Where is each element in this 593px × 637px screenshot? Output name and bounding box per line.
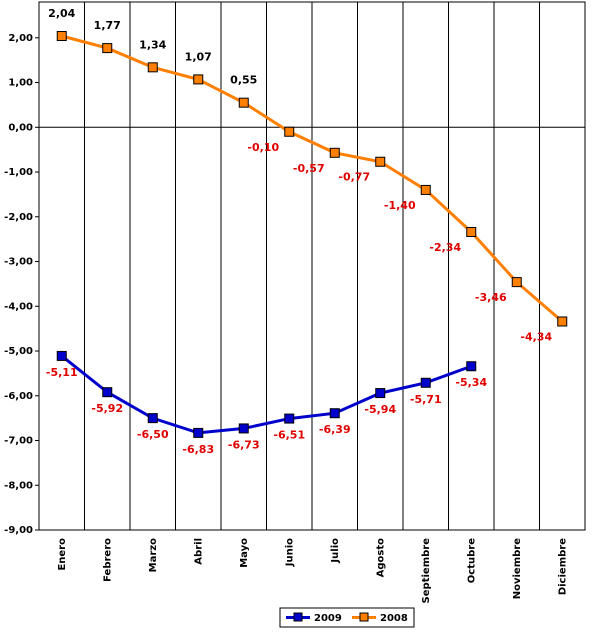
point [284, 126, 295, 137]
series-line [61, 34, 564, 323]
data-label: 1,07 [185, 50, 212, 63]
point [420, 184, 431, 195]
data-label: 1,77 [94, 19, 121, 32]
y-tick-label: -2,00 [4, 212, 33, 223]
x-tick-label: Julio [330, 538, 341, 564]
point [193, 74, 204, 85]
x-tick-label: Enero [57, 538, 68, 571]
legend-label: 2008 [380, 613, 408, 624]
data-label: -6,73 [228, 438, 260, 451]
data-label: -4,34 [520, 330, 552, 343]
data-label: -2,34 [429, 241, 461, 254]
data-label: -6,83 [182, 443, 214, 456]
y-tick-label: -7,00 [4, 436, 33, 447]
x-tick-label: Diciembre [557, 538, 568, 595]
x-tick-label: Marzo [148, 538, 159, 572]
data-label: -6,39 [319, 423, 351, 436]
y-tick-label: -6,00 [4, 391, 33, 402]
x-tick-label: Abril [193, 538, 204, 565]
x-tick-label: Septiembre [421, 538, 432, 604]
point [56, 31, 67, 42]
data-label: -5,94 [364, 403, 396, 416]
data-label: -6,51 [273, 429, 305, 442]
y-tick-label: -3,00 [4, 257, 33, 268]
point [329, 408, 340, 419]
data-label: -5,92 [91, 402, 123, 415]
point [102, 387, 113, 398]
legend-label: 2009 [314, 613, 342, 624]
point [511, 277, 522, 288]
data-label: 1,34 [139, 38, 166, 51]
y-tick-label: 0,00 [8, 122, 33, 133]
series-line [60, 354, 472, 435]
data-label: 0,55 [230, 74, 257, 87]
legend-box [279, 607, 415, 628]
point [102, 43, 113, 54]
y-tick-label: -4,00 [4, 301, 33, 312]
point [193, 427, 204, 438]
point [420, 377, 431, 388]
data-label: -6,50 [137, 428, 169, 441]
x-tick-label: Agosto [375, 538, 386, 578]
point [466, 361, 477, 372]
y-tick-label: -1,00 [4, 167, 33, 178]
point [147, 413, 158, 424]
plot-border [38, 1, 586, 531]
data-label: -0,77 [338, 171, 370, 184]
data-label: -5,11 [46, 366, 78, 379]
y-tick-label: -5,00 [4, 346, 33, 357]
x-tick-label: Octubre [466, 538, 477, 583]
data-label: -0,10 [247, 141, 279, 154]
legend-marker [359, 612, 369, 622]
point [238, 423, 249, 434]
y-tick-label: 1,00 [8, 78, 33, 89]
point [375, 156, 386, 167]
data-label: -5,34 [455, 376, 487, 389]
data-label: 2,04 [48, 7, 75, 20]
point [466, 226, 477, 237]
y-tick-label: 2,00 [8, 33, 33, 44]
legend-marker [293, 612, 303, 622]
y-tick-label: -8,00 [4, 480, 33, 491]
point [56, 350, 67, 361]
data-label: -3,46 [475, 291, 507, 304]
point [284, 413, 295, 424]
point [329, 147, 340, 158]
x-tick-label: Febrero [102, 538, 113, 582]
x-tick-label: Noviembre [512, 538, 523, 599]
point [147, 62, 158, 73]
data-label: -0,57 [293, 162, 325, 175]
legend: 2009 2008 [279, 607, 415, 628]
x-tick-label: Mayo [239, 538, 250, 568]
x-tick-label: Junio [284, 538, 295, 567]
point [238, 97, 249, 108]
data-label: -1,40 [384, 199, 416, 212]
point [557, 316, 568, 327]
y-tick-label: -9,00 [4, 525, 33, 536]
point [375, 388, 386, 399]
data-label: -5,71 [410, 393, 442, 406]
